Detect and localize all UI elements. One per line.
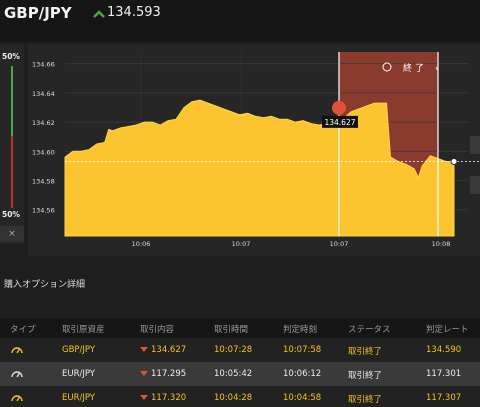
current-price-dot — [450, 158, 458, 166]
y-tick-label: 134.64 — [32, 90, 55, 98]
down-arrow-icon — [140, 371, 148, 376]
gauge-icon — [11, 371, 23, 378]
entry-marker: 134.627 — [322, 100, 358, 128]
table-row[interactable]: EUR/JPY 117.295 10:05:42 10:06:12 取引終了 1… — [0, 362, 480, 386]
gauge-down-bar — [11, 136, 13, 208]
col-judge-rate: 判定レート — [426, 325, 469, 335]
col-asset: 取引原資産 — [62, 325, 105, 335]
right-tabs[interactable] — [470, 136, 480, 194]
status-cell: 取引終了 — [348, 347, 383, 357]
put-tab[interactable] — [470, 176, 480, 194]
entry-price-label: 134.627 — [324, 118, 355, 127]
price-up-icon — [93, 10, 105, 18]
options-table: タイプ 取引原資産 取引内容 取引時間 判定時刻 ステータス 判定レート GBP… — [0, 318, 480, 407]
trade-rate: 117.320 — [151, 393, 187, 403]
judge-time-cell: 10:04:58 — [283, 393, 322, 403]
gauge-icon — [11, 395, 23, 402]
chevron-left-icon: ‹ — [435, 64, 439, 74]
y-tick-label: 134.66 — [32, 61, 55, 69]
sentiment-gauge: 50% 50% × — [0, 44, 24, 244]
table-row[interactable]: EUR/JPY 117.320 10:04:28 10:04:58 取引終了 1… — [0, 386, 480, 407]
judge-rate-cell: 117.307 — [426, 393, 462, 403]
gauge-up-bar — [11, 66, 13, 136]
price-area — [64, 99, 455, 237]
x-tick-label: 10:06 — [132, 240, 151, 248]
judge-rate-cell: 134.590 — [426, 345, 462, 355]
y-tick-label: 134.62 — [32, 119, 55, 127]
close-icon[interactable]: × — [0, 226, 24, 242]
end-label-group: 終 了 ‹ — [382, 62, 439, 74]
entry-marker-icon — [332, 100, 346, 115]
down-arrow-icon — [140, 347, 148, 352]
y-tick-label: 134.56 — [32, 207, 55, 215]
asset-cell: EUR/JPY — [62, 393, 95, 403]
x-tick-label: 10:07 — [330, 240, 349, 248]
judge-time-cell: 10:07:58 — [283, 345, 322, 355]
judge-rate-cell: 117.301 — [426, 369, 462, 379]
chart-svg: 終 了 ‹ 134.66 134.64 134.62 134.60 134.58 134.… — [32, 52, 480, 248]
call-tab[interactable] — [470, 136, 480, 154]
entry-price-box — [322, 115, 358, 128]
options-section-title: 購入オプション詳細 — [4, 280, 86, 290]
current-price: 134.593 — [107, 5, 161, 20]
col-judge-time: 判定時刻 — [283, 325, 318, 335]
down-arrow-icon — [140, 395, 148, 400]
price-chart[interactable]: 終 了 ‹ 134.66 134.64 134.62 134.60 134.58 134.… — [28, 44, 480, 256]
clock-icon — [382, 62, 392, 72]
header-bar: GBP/JPY 134.593 — [0, 0, 480, 42]
status-cell: 取引終了 — [348, 395, 383, 405]
y-tick-label: 134.60 — [32, 148, 55, 156]
asset-cell: GBP/JPY — [62, 345, 96, 355]
col-trade-time: 取引時間 — [214, 325, 249, 335]
trade-time-cell: 10:05:42 — [214, 369, 253, 379]
status-cell: 取引終了 — [348, 371, 383, 381]
trade-time-cell: 10:07:28 — [214, 345, 253, 355]
gauge-bottom-label: 50% — [2, 210, 20, 219]
trade-rate: 117.295 — [151, 369, 187, 379]
end-label: 終 了 — [403, 62, 424, 74]
table-row[interactable]: GBP/JPY 134.627 10:07:28 10:07:58 取引終了 1… — [0, 338, 480, 362]
trade-cell: 117.295 — [140, 369, 186, 379]
trade-rate: 134.627 — [151, 345, 187, 355]
gauge-icon — [11, 347, 23, 354]
x-tick-label: 10:07 — [232, 240, 251, 248]
pair-title: GBP/JPY — [4, 4, 72, 22]
x-tick-label: 10:08 — [432, 240, 451, 248]
judge-time-cell: 10:06:12 — [283, 369, 322, 379]
asset-cell: EUR/JPY — [62, 369, 95, 379]
trade-cell: 117.320 — [140, 393, 186, 403]
trade-cell: 134.627 — [140, 345, 186, 355]
col-status: ステータス — [348, 325, 391, 335]
y-tick-label: 134.58 — [32, 178, 55, 186]
col-type: タイプ — [10, 325, 36, 335]
trade-time-cell: 10:04:28 — [214, 393, 253, 403]
col-trade: 取引内容 — [140, 325, 175, 335]
gauge-top-label: 50% — [2, 52, 20, 61]
table-header: タイプ 取引原資産 取引内容 取引時間 判定時刻 ステータス 判定レート — [0, 318, 480, 338]
